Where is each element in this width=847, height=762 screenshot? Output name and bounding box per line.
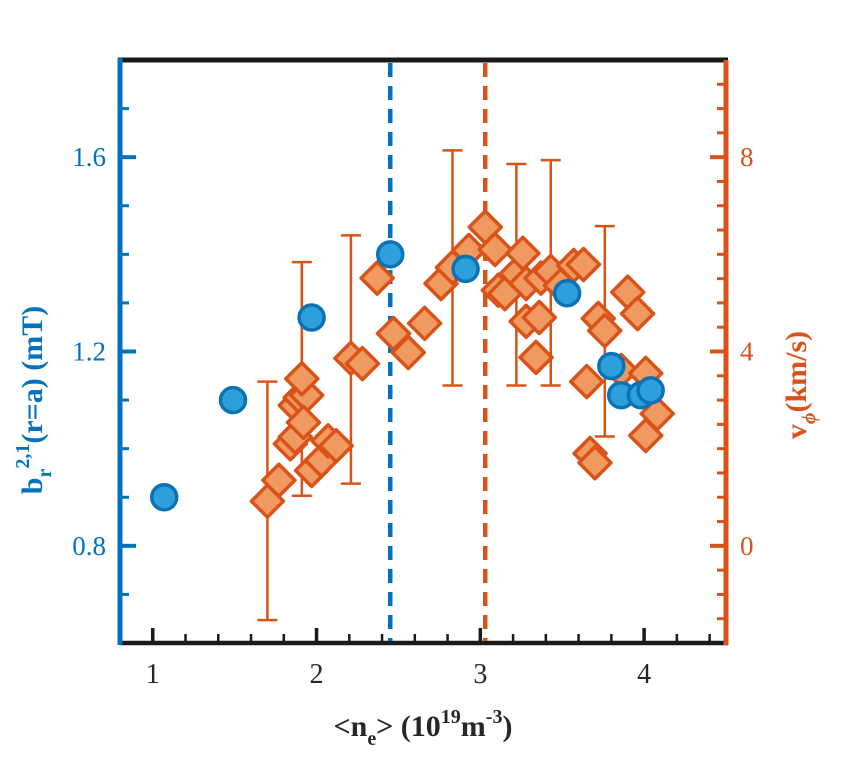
orange-diamond-point	[284, 360, 320, 397]
orange-diamond-point	[285, 404, 322, 441]
right-tick-label: 4	[740, 337, 754, 367]
right-tick-label: 8	[740, 142, 754, 172]
blue-circle-point	[552, 278, 582, 308]
orange-diamond-point	[261, 462, 297, 498]
orange-diamond-point	[406, 305, 443, 342]
orange-diamond-point	[477, 231, 513, 268]
x-tick-label: 2	[310, 659, 324, 690]
blue-circle-point	[149, 483, 179, 512]
blue-circle-point	[597, 351, 626, 381]
orange-diamond-point	[565, 246, 602, 283]
left-tick-label: 1.6	[72, 142, 106, 172]
orange-diamond-point	[318, 428, 354, 464]
blue-circle-point	[218, 385, 248, 415]
blue-circle-point	[297, 303, 326, 332]
orange-diamond-point	[577, 445, 613, 481]
left-tick-label: 0.8	[72, 531, 106, 561]
x-tick-label: 1	[146, 659, 160, 690]
x-tick-label: 4	[637, 659, 651, 690]
orange-diamond-point	[619, 295, 656, 332]
orange-diamond-point	[587, 312, 623, 349]
orange-diamond-point	[569, 363, 605, 400]
x-axis-title: <ne> (1019m-3)	[334, 706, 513, 750]
left-axis-title: br2,1(r=a) (mT)	[12, 306, 56, 494]
orange-diamond-point	[359, 260, 395, 296]
orange-diamond-point	[518, 339, 554, 376]
x-tick-label: 3	[473, 659, 487, 690]
right-tick-label: 0	[740, 531, 754, 561]
orange-diamond-point	[344, 345, 381, 382]
blue-circle-point	[451, 254, 480, 284]
left-tick-label: 1.2	[72, 337, 106, 367]
blue-circle-point	[375, 240, 405, 269]
blue-circle-point	[636, 376, 665, 405]
orange-diamond-point	[521, 299, 558, 336]
orange-diamond-point	[390, 334, 427, 371]
right-axis-title: vϕ(km/s)	[780, 331, 820, 439]
